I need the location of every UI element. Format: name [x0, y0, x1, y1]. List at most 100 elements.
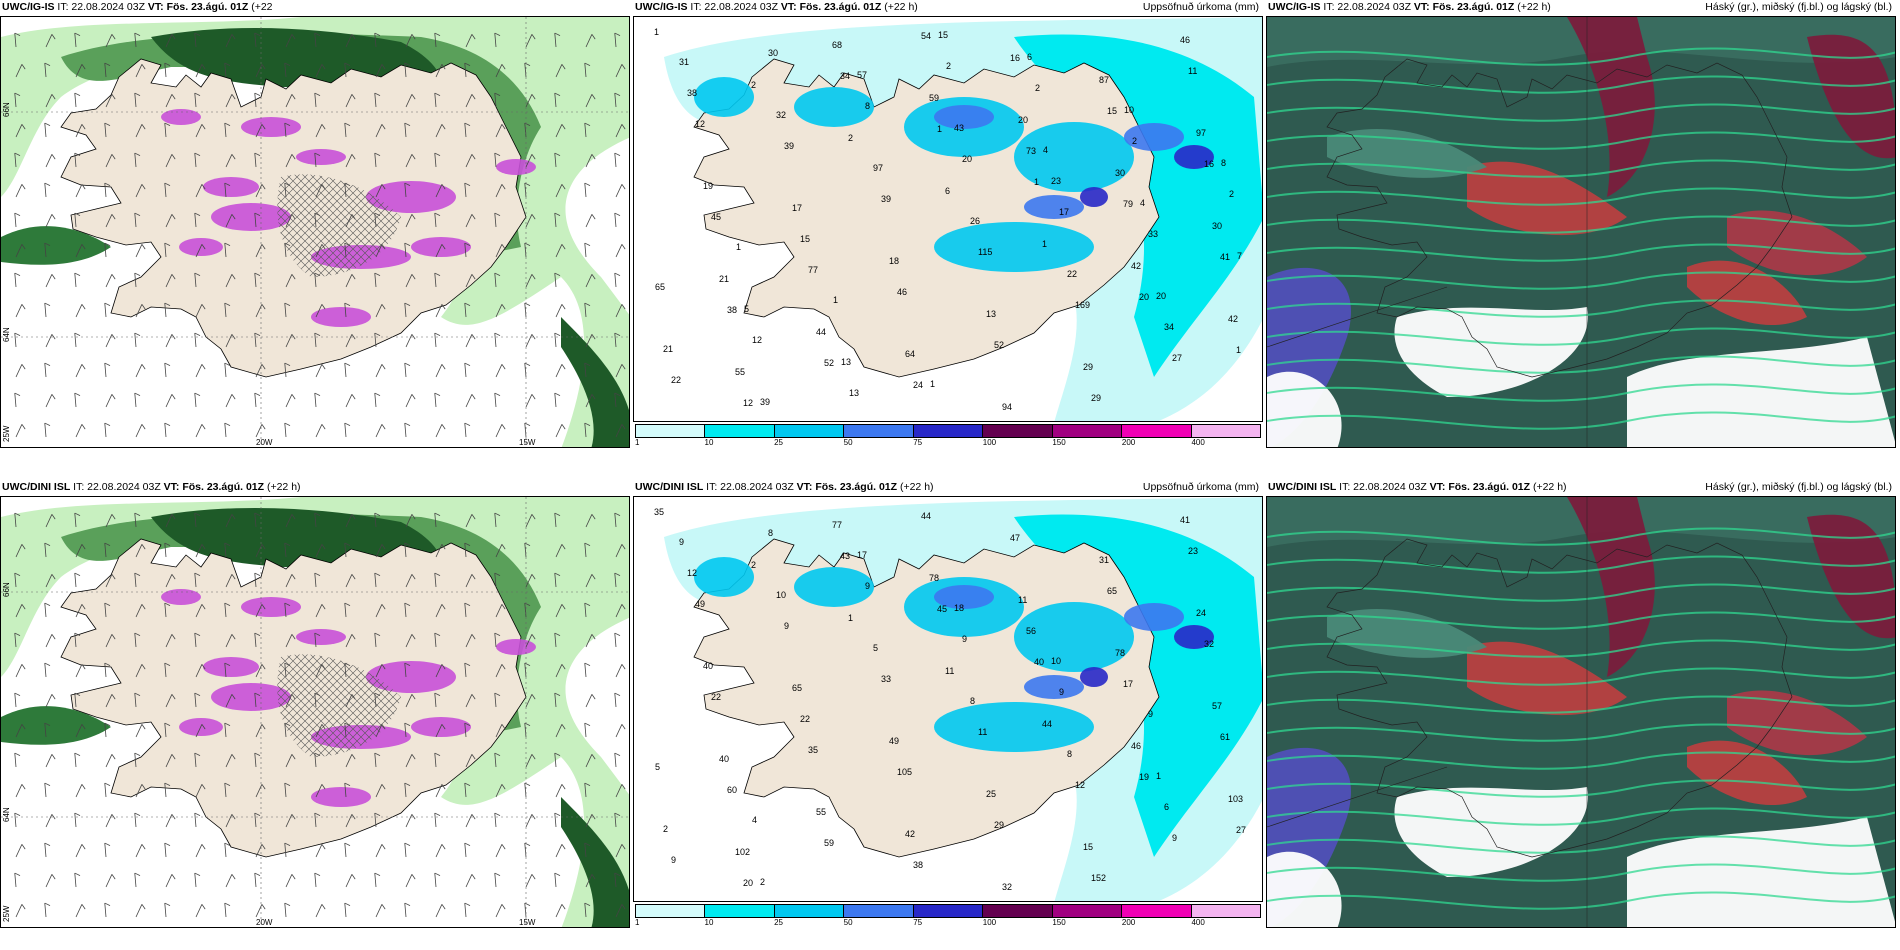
precip-value-label: 1 [930, 379, 935, 389]
precip-value-label: 54 [921, 31, 931, 41]
precip-value-label: 40 [719, 754, 729, 764]
precip-value-label: 20 [743, 878, 753, 888]
cloud-map [1267, 17, 1895, 447]
precip-value-label: 44 [816, 327, 826, 337]
svg-text:66N: 66N [2, 102, 11, 117]
precip-value-label: 2 [663, 824, 668, 834]
precip-value-label: 2 [751, 80, 756, 90]
precip-value-label: 11 [978, 727, 987, 737]
precip-value-label: 56 [1026, 626, 1036, 636]
precip-value-label: 97 [873, 163, 883, 173]
precip-value-label: 35 [654, 507, 664, 517]
precip-value-label: 39 [784, 141, 794, 151]
precip-value-label: 29 [1083, 362, 1093, 372]
precip-value-label: 65 [792, 683, 802, 693]
precip-value-label: 22 [1067, 269, 1077, 279]
precip-value-label: 12 [1075, 780, 1085, 790]
legend-swatch [1052, 905, 1123, 917]
legend-tick: 200 [1121, 918, 1136, 927]
precip-value-label: 38 [687, 88, 697, 98]
legend-tick: 50 [843, 918, 853, 927]
precip-value-label: 2 [1035, 83, 1040, 93]
precip-value-label: 30 [768, 48, 778, 58]
precip-value-label: 169 [1075, 300, 1090, 310]
panel-header: UWC/IG-IS IT: 22.08.2024 03Z VT: Fös. 23… [1268, 1, 1892, 13]
precip-value-label: 22 [671, 375, 681, 385]
panel-title: Uppsöfnuð úrkoma (mm) [1142, 481, 1259, 493]
legend-swatch [983, 905, 1053, 917]
map-frame[interactable]: 66N 64N 20W 15W 25W [0, 496, 630, 928]
precip-value-label: 27 [1236, 825, 1246, 835]
precip-value-label: 15 [1083, 842, 1093, 852]
panel-header: UWC/DINI ISL IT: 22.08.2024 03Z VT: Fös.… [635, 481, 1259, 493]
precip-value-label: 64 [905, 349, 915, 359]
panel-title: Háský (gr.), miðský (fj.bl.) og lágský (… [1705, 481, 1892, 493]
panel-precip-ig: UWC/IG-IS IT: 22.08.2024 03Z VT: Fös. 23… [633, 0, 1263, 448]
legend-tick: 75 [913, 918, 923, 927]
map-frame[interactable]: 66N 64N 20W 15W 25W [0, 16, 630, 448]
precip-value-label: 152 [1091, 873, 1106, 883]
panel-title: Háský (gr.), miðský (fj.bl.) og lágský (… [1705, 1, 1892, 13]
precip-value-label: 15 [1107, 106, 1117, 116]
precip-value-label: 9 [1172, 833, 1177, 843]
precip-value-label: 65 [655, 282, 665, 292]
precip-value-label: 49 [695, 599, 705, 609]
precip-value-label: 78 [1115, 648, 1125, 658]
map-frame[interactable]: 35 2 1 11 44 19 27 20 43 45 40 46 103 102 77 78 56 17 61 60… [633, 496, 1263, 902]
precip-value-label: 16 [1204, 159, 1214, 169]
precip-value-label: 2 [751, 560, 756, 570]
precip-value-label: 42 [1228, 314, 1238, 324]
precip-value-label: 4 [752, 815, 757, 825]
map-frame[interactable] [1266, 16, 1896, 448]
legend-tick: 10 [704, 438, 714, 447]
precip-value-label: 32 [1204, 639, 1214, 649]
precip-value-label: 60 [727, 785, 737, 795]
precip-value-label: 11 [945, 666, 954, 676]
precip-value-label: 97 [1196, 128, 1206, 138]
legend-swatch [705, 905, 775, 917]
precip-value-label: 32 [1002, 882, 1012, 892]
precip-value-label: 45 [937, 604, 947, 614]
precip-value-label: 12 [687, 568, 697, 578]
legend-tick: 25 [774, 438, 784, 447]
precip-value-label: 29 [994, 820, 1004, 830]
map-frame[interactable] [1266, 496, 1896, 928]
panel-wind-ig: UWC/IG-IS IT: 22.08.2024 03Z VT: Fös. 23… [0, 0, 630, 448]
precip-value-label: 4 [1140, 198, 1145, 208]
precip-value-label: 8 [1221, 158, 1226, 168]
precip-value-label: 59 [929, 93, 939, 103]
svg-text:20W: 20W [256, 438, 273, 447]
svg-text:25W: 25W [2, 905, 11, 922]
precip-value-label: 68 [832, 40, 842, 50]
precip-value-label: 4 [1043, 145, 1048, 155]
precip-value-label: 17 [857, 550, 867, 560]
precip-legend: 1 10 25 50 75 100 150 200 400 [633, 904, 1263, 928]
precip-value-label: 13 [849, 388, 859, 398]
legend-tick: 150 [1052, 438, 1066, 447]
precip-value-label: 40 [703, 661, 713, 671]
precip-value-label: 46 [897, 287, 907, 297]
precip-value-label: 47 [1010, 533, 1020, 543]
precip-value-label: 42 [1131, 261, 1141, 271]
precip-value-label: 9 [1148, 709, 1153, 719]
precip-value-label: 15 [800, 234, 810, 244]
map-frame[interactable]: 1 2 2 6 1 20 1 12 34 1 1 42 42 55 68 59 73 79 41 38 52 54 20 30… [633, 16, 1263, 422]
precip-value-label: 22 [800, 714, 810, 724]
precip-value-label: 6 [1164, 802, 1169, 812]
precip-value-label: 73 [1026, 146, 1036, 156]
legend-tick: 200 [1121, 438, 1136, 447]
precip-value-label: 1 [848, 613, 853, 623]
precip-value-label: 39 [881, 194, 891, 204]
precip-value-label: 12 [695, 119, 705, 129]
precip-value-label: 9 [784, 621, 789, 631]
precip-value-label: 13 [986, 309, 996, 319]
legend-tick: 10 [704, 918, 714, 927]
precip-value-label: 8 [768, 528, 773, 538]
panel-cloud-dini: UWC/DINI ISL IT: 22.08.2024 03Z VT: Fös.… [1266, 480, 1896, 928]
panel-header: UWC/IG-IS IT: 22.08.2024 03Z VT: Fös. 23… [2, 1, 273, 13]
precip-value-label: 103 [1228, 794, 1243, 804]
panel-title: Uppsöfnuð úrkoma (mm) [1142, 1, 1259, 13]
legend-swatch [1191, 425, 1260, 437]
precip-value-label: 39 [760, 397, 770, 407]
precip-value-label: 1 [1042, 239, 1047, 249]
